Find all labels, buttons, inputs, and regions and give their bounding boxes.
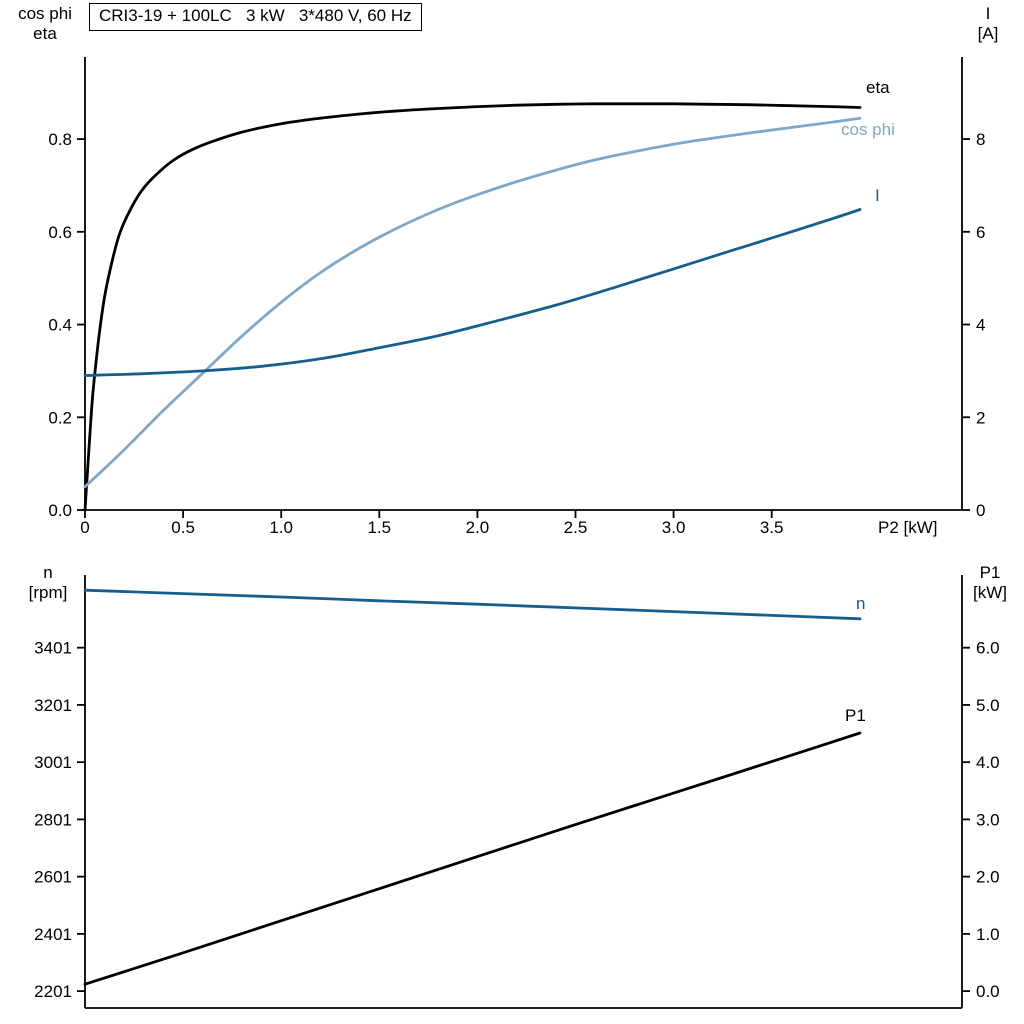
left-tick-label: 2401: [34, 925, 72, 944]
bottom-left-axis-title: n [rpm]: [10, 563, 86, 603]
chart-title: CRI3-19 + 100LC 3 kW 3*480 V, 60 Hz: [89, 3, 422, 31]
eta-curve: [83, 102, 862, 512]
eta-curve-label: eta: [866, 78, 890, 97]
left-tick-label: 3401: [34, 639, 72, 658]
right-axis-title-line2: [A]: [977, 24, 999, 43]
right-tick-label: 0: [976, 501, 985, 520]
x-tick-label: 3.0: [662, 518, 686, 537]
p1-axis-title-line1: P1: [979, 563, 1001, 582]
x-tick-label: 3.5: [760, 518, 784, 537]
top-right-axis-title: I [A]: [964, 4, 1012, 44]
left-tick-label: 3001: [34, 753, 72, 772]
right-tick-label: 6.0: [976, 639, 1000, 658]
left-tick-label: 0.8: [48, 130, 72, 149]
left-axis-title-line1: cos phi: [18, 4, 72, 23]
right-tick-label: 6: [976, 223, 985, 242]
x-tick-label: 2.5: [564, 518, 588, 537]
right-tick-label: 2.0: [976, 868, 1000, 887]
x-tick-label: 1.0: [269, 518, 293, 537]
left-tick-label: 2801: [34, 810, 72, 829]
cos-phi-curve: [83, 116, 862, 489]
x-tick-label: 0: [80, 518, 89, 537]
p1-curve: [83, 731, 862, 986]
n-curve: [83, 588, 862, 621]
right-tick-label: 4: [976, 316, 985, 335]
right-tick-label: 4.0: [976, 753, 1000, 772]
i-curve: [83, 208, 862, 377]
speed-curve-label: n: [856, 594, 866, 613]
top-left-axis-title: cos phi eta: [4, 4, 86, 44]
x-axis-label: P2 [kW]: [878, 518, 938, 537]
right-tick-label: 8: [976, 130, 985, 149]
bottom-right-axis-title: P1 [kW]: [964, 563, 1016, 603]
n-axis-title-line1: n: [43, 563, 53, 582]
n-axis-title-line2: [rpm]: [28, 583, 68, 602]
right-tick-label: 0.0: [976, 982, 1000, 1001]
left-tick-label: 0.6: [48, 223, 72, 242]
cos-phi-curve-label: cos phi: [841, 120, 895, 139]
right-tick-label: 1.0: [976, 925, 1000, 944]
x-tick-label: 0.5: [171, 518, 195, 537]
p1-curve-label: P1: [845, 706, 866, 725]
left-tick-label: 2201: [34, 982, 72, 1001]
right-axis-title-line1: I: [985, 4, 991, 23]
current-curve-label: I: [875, 186, 880, 205]
left-tick-label: 3201: [34, 696, 72, 715]
x-tick-label: 2.0: [466, 518, 490, 537]
right-tick-label: 3.0: [976, 810, 1000, 829]
left-tick-label: 2601: [34, 868, 72, 887]
left-tick-label: 0.4: [48, 316, 72, 335]
p1-axis-title-line2: [kW]: [973, 583, 1007, 602]
left-tick-label: 0.2: [48, 408, 72, 427]
left-axis-title-line2: eta: [33, 24, 57, 43]
right-tick-label: 5.0: [976, 696, 1000, 715]
left-tick-label: 0.0: [48, 501, 72, 520]
x-tick-label: 1.5: [367, 518, 391, 537]
right-tick-label: 2: [976, 408, 985, 427]
